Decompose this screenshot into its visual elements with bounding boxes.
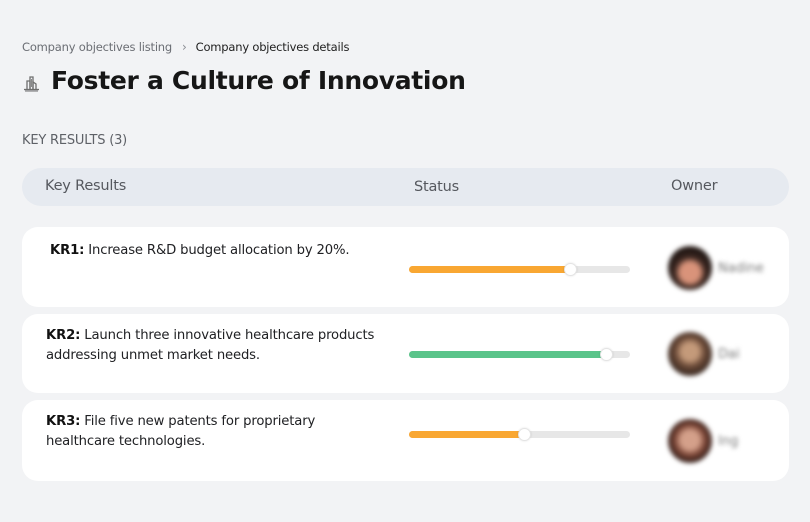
owner-avatar [668,419,712,463]
key-result-id: KR3: [46,414,81,429]
progress-fill [409,351,606,358]
owner-name: Dai [718,346,740,362]
breadcrumb-current: Company objectives details [195,40,350,54]
owner-avatar [668,332,712,376]
key-result-description: File five new patents for proprietary he… [46,414,316,449]
column-header-key-results: Key Results [45,178,127,194]
column-header-owner: Owner [671,178,718,194]
key-result-text: KR2: Launch three innovative healthcare … [46,326,376,366]
page-title: Foster a Culture of Innovation [51,66,466,95]
key-results-table-header: Key Results Status Owner [22,168,789,206]
owner-name: Nadine [718,260,764,276]
status-progress-slider[interactable] [409,428,630,441]
key-result-row[interactable]: KR3: File five new patents for proprieta… [22,400,789,481]
owner-cell[interactable]: Nadine [668,246,764,290]
key-result-description: Launch three innovative healthcare produ… [46,328,375,363]
progress-fill [409,266,571,273]
progress-fill [409,431,524,438]
building-chart-icon [22,73,42,93]
key-result-description: Increase R&D budget allocation by 20%. [84,243,350,258]
status-progress-slider[interactable] [409,263,630,276]
owner-avatar [668,246,712,290]
key-result-text: KR3: File five new patents for proprieta… [46,412,376,452]
progress-handle[interactable] [564,263,578,276]
owner-cell[interactable]: Dai [668,332,740,376]
progress-handle[interactable] [599,348,613,361]
progress-handle[interactable] [517,428,531,441]
breadcrumb-link-listing[interactable]: Company objectives listing [22,40,172,54]
key-result-text: KR1: Increase R&D budget allocation by 2… [50,241,380,261]
owner-name: Ing [718,433,739,449]
key-result-id: KR2: [46,328,81,343]
column-header-status: Status [414,179,460,195]
owner-cell[interactable]: Ing [668,419,738,463]
status-progress-slider[interactable] [409,348,630,361]
key-result-row[interactable]: KR1: Increase R&D budget allocation by 2… [22,227,789,307]
key-result-row[interactable]: KR2: Launch three innovative healthcare … [22,314,789,393]
title-row: Foster a Culture of Innovation [22,66,466,95]
breadcrumb-separator: › [182,40,187,54]
breadcrumb: Company objectives listing › Company obj… [22,40,349,54]
key-result-id: KR1: [50,243,85,258]
key-results-section-label: KEY RESULTS (3) [22,133,128,148]
